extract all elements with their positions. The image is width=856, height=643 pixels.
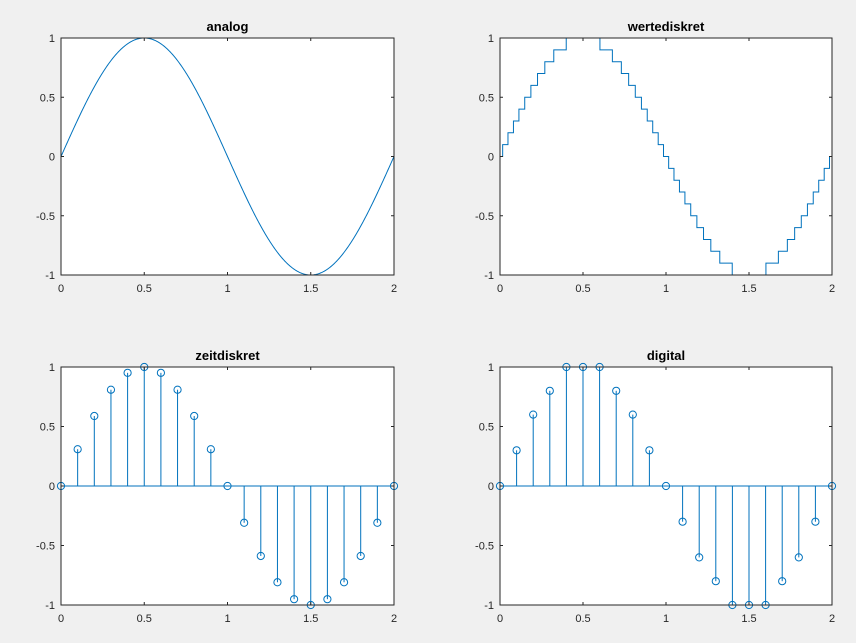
stem-marker bbox=[695, 553, 704, 562]
y-tick-label: 1 bbox=[488, 362, 494, 374]
x-tick-label: 2 bbox=[829, 283, 835, 295]
plot-title: zeitdiskret bbox=[195, 348, 260, 363]
y-tick-label: 1 bbox=[488, 33, 494, 45]
stem-marker bbox=[545, 386, 554, 395]
y-tick-label: 0 bbox=[49, 152, 55, 164]
x-tick-label: 1 bbox=[663, 613, 669, 625]
x-tick-label: 0.5 bbox=[575, 613, 590, 625]
y-tick-label: -0.5 bbox=[36, 211, 55, 223]
stem-marker bbox=[273, 578, 282, 587]
stem-marker bbox=[612, 386, 621, 395]
x-tick-label: 2 bbox=[829, 613, 835, 625]
x-tick-label: 0.5 bbox=[137, 283, 152, 295]
stem-marker bbox=[512, 446, 521, 455]
y-tick-label: 0.5 bbox=[479, 92, 494, 104]
y-tick-label: 1 bbox=[49, 362, 55, 374]
subplot-zeitdiskret: 0 0.5 1 1.5 2 -1 -0.5 0 0.5 1 zeitdiskret bbox=[36, 348, 399, 625]
x-tick-label: 1 bbox=[224, 613, 230, 625]
stem-marker bbox=[778, 577, 787, 586]
y-tick-label: -1 bbox=[45, 600, 55, 612]
y-tick-label: 0.5 bbox=[40, 422, 55, 434]
x-tick-label: 1.5 bbox=[303, 283, 318, 295]
stem-marker bbox=[661, 481, 671, 491]
stem-marker bbox=[223, 481, 232, 491]
stem-marker bbox=[678, 517, 687, 526]
subplot-grid: 0 0.5 1 1.5 2 -1 -0.5 0 0.5 1 analog 0 0.5 1 1.5 2 -1 -0.… bbox=[36, 19, 837, 625]
y-tick-label: 0.5 bbox=[40, 92, 55, 104]
x-tick-label: 1.5 bbox=[741, 613, 756, 625]
y-tick-label: 0.5 bbox=[479, 422, 494, 434]
subplot-analog: 0 0.5 1 1.5 2 -1 -0.5 0 0.5 1 analog bbox=[36, 19, 397, 295]
x-tick-label: 1.5 bbox=[303, 613, 318, 625]
stem-marker bbox=[645, 446, 654, 455]
subplot-wertediskret: 0 0.5 1 1.5 2 -1 -0.5 0 0.5 1 wertediskret bbox=[475, 19, 835, 295]
y-tick-label: -0.5 bbox=[36, 541, 55, 553]
y-tick-label: 0 bbox=[488, 481, 494, 493]
x-tick-label: 0 bbox=[58, 613, 64, 625]
stem-marker bbox=[290, 595, 299, 604]
stem-marker bbox=[628, 410, 637, 419]
stem-marker bbox=[106, 385, 116, 394]
stem-marker bbox=[323, 595, 332, 604]
stem-marker bbox=[794, 553, 803, 562]
x-tick-label: 0 bbox=[58, 283, 64, 295]
y-tick-label: -0.5 bbox=[475, 541, 494, 553]
plot-title: digital bbox=[647, 348, 685, 363]
x-tick-label: 2 bbox=[391, 613, 397, 625]
stem-marker bbox=[811, 517, 820, 526]
x-tick-label: 1 bbox=[663, 283, 669, 295]
stem-marker bbox=[190, 411, 199, 421]
y-tick-label: -1 bbox=[484, 270, 494, 282]
x-tick-label: 1.5 bbox=[741, 283, 756, 295]
y-tick-label: -1 bbox=[45, 270, 55, 282]
stem-marker bbox=[73, 445, 82, 454]
stem-marker bbox=[356, 551, 365, 561]
stem-marker bbox=[339, 578, 349, 587]
plot-title: analog bbox=[207, 19, 249, 34]
plot-title: wertediskret bbox=[627, 19, 705, 34]
x-tick-label: 1 bbox=[224, 283, 230, 295]
stem-marker bbox=[256, 551, 265, 561]
stem-marker bbox=[240, 518, 249, 527]
stem-marker bbox=[123, 368, 132, 377]
y-tick-label: 1 bbox=[49, 33, 55, 45]
subplot-digital: 0 0.5 1 1.5 2 -1 -0.5 0 0.5 1 digital bbox=[475, 348, 837, 625]
stem-marker bbox=[529, 410, 538, 419]
x-tick-label: 0 bbox=[497, 283, 503, 295]
stem-marker bbox=[173, 385, 182, 394]
stem-marker bbox=[711, 577, 720, 586]
stem-marker bbox=[156, 368, 165, 377]
y-tick-label: -0.5 bbox=[475, 211, 494, 223]
stem-marker bbox=[206, 445, 215, 454]
stem-marker bbox=[90, 411, 99, 421]
x-tick-label: 0.5 bbox=[137, 613, 152, 625]
y-tick-label: 0 bbox=[488, 152, 494, 164]
x-tick-label: 2 bbox=[391, 283, 397, 295]
stem-marker bbox=[373, 518, 382, 527]
x-tick-label: 0 bbox=[497, 613, 503, 625]
series-line bbox=[60, 37, 395, 276]
y-tick-label: 0 bbox=[49, 481, 55, 493]
y-tick-label: -1 bbox=[484, 600, 494, 612]
x-tick-label: 0.5 bbox=[575, 283, 590, 295]
series-line bbox=[500, 37, 832, 276]
